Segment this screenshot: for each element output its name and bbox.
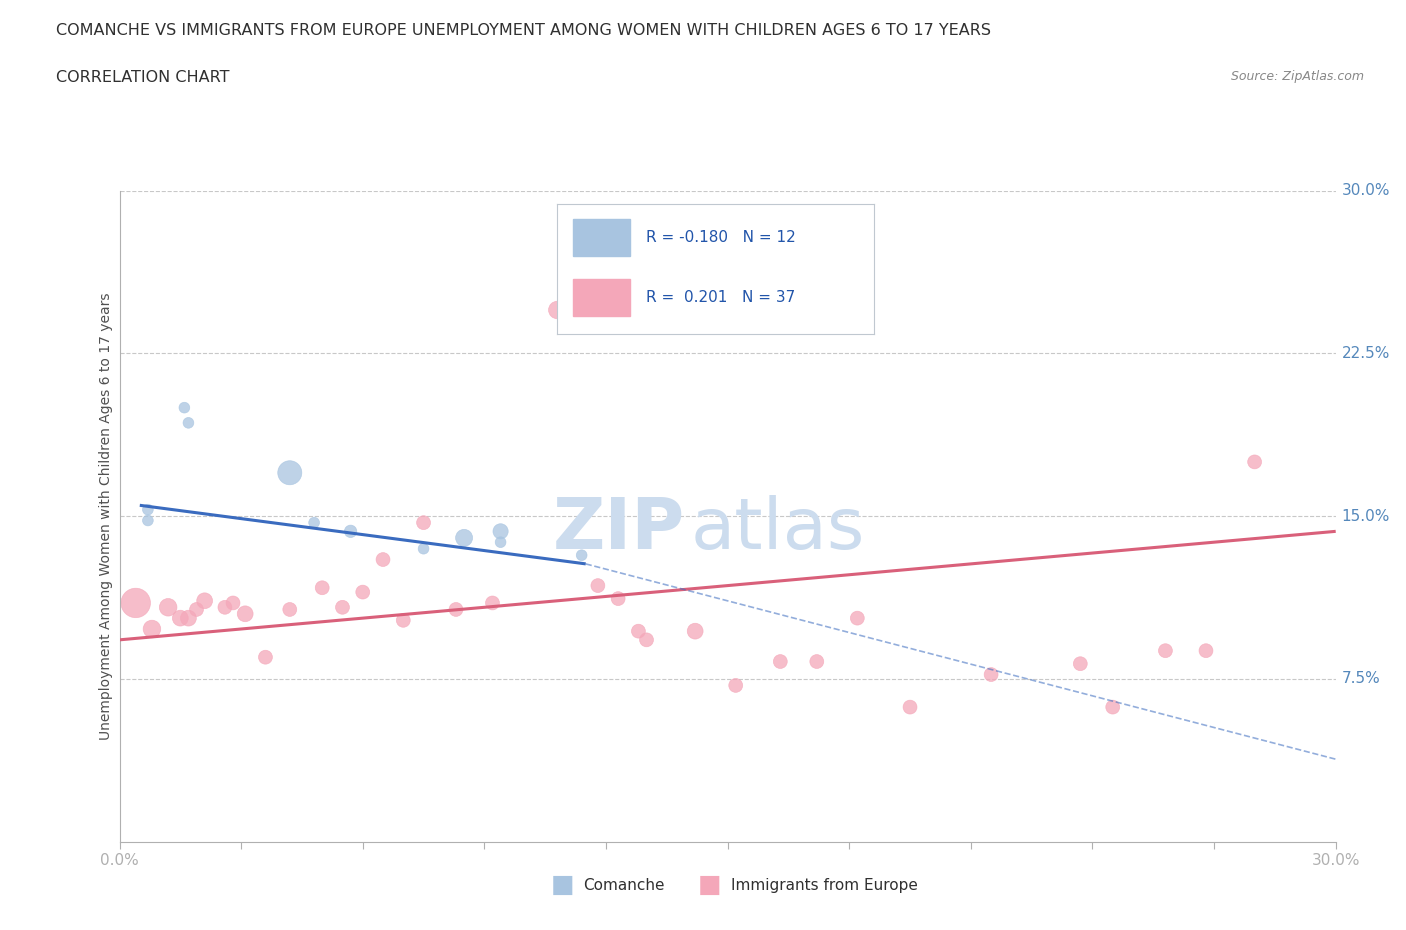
Point	[1101, 699, 1123, 714]
Text: ■: ■	[551, 873, 574, 897]
Point	[980, 667, 1002, 682]
Point	[141, 621, 163, 636]
Point	[846, 611, 869, 626]
Point	[278, 465, 301, 480]
Point	[169, 611, 191, 626]
Point	[352, 585, 374, 600]
Point	[222, 595, 245, 610]
Point	[769, 654, 792, 669]
Text: Source: ZipAtlas.com: Source: ZipAtlas.com	[1230, 70, 1364, 83]
Point	[136, 513, 159, 528]
Point	[392, 613, 415, 628]
Point	[278, 602, 301, 617]
Point	[125, 595, 148, 610]
Text: atlas: atlas	[692, 495, 866, 564]
Point	[481, 595, 503, 610]
Point	[371, 552, 394, 567]
Text: 30.0%: 30.0%	[1341, 183, 1391, 198]
Text: Comanche: Comanche	[583, 878, 665, 893]
Point	[332, 600, 354, 615]
Point	[683, 624, 706, 639]
Point	[636, 632, 658, 647]
Point	[1243, 455, 1265, 470]
Point	[136, 502, 159, 517]
Text: 22.5%: 22.5%	[1341, 346, 1391, 361]
Point	[194, 593, 217, 608]
Point	[254, 650, 277, 665]
Text: CORRELATION CHART: CORRELATION CHART	[56, 70, 229, 85]
Point	[607, 591, 630, 606]
Point	[898, 699, 921, 714]
Point	[1195, 644, 1218, 658]
Y-axis label: Unemployment Among Women with Children Ages 6 to 17 years: Unemployment Among Women with Children A…	[98, 292, 112, 740]
Text: 15.0%: 15.0%	[1341, 509, 1391, 524]
Point	[157, 600, 180, 615]
Text: COMANCHE VS IMMIGRANTS FROM EUROPE UNEMPLOYMENT AMONG WOMEN WITH CHILDREN AGES 6: COMANCHE VS IMMIGRANTS FROM EUROPE UNEMP…	[56, 23, 991, 38]
Point	[311, 580, 333, 595]
Point	[412, 515, 434, 530]
Point	[177, 416, 200, 431]
Point	[444, 602, 467, 617]
Point	[1154, 644, 1177, 658]
Point	[412, 541, 434, 556]
Point	[489, 535, 512, 550]
Point	[214, 600, 236, 615]
Point	[453, 530, 475, 545]
Text: 7.5%: 7.5%	[1341, 671, 1381, 686]
Point	[546, 302, 568, 317]
Point	[177, 611, 200, 626]
Point	[233, 606, 256, 621]
Point	[1069, 657, 1091, 671]
Text: ZIP: ZIP	[553, 495, 685, 564]
Point	[627, 624, 650, 639]
Point	[302, 515, 325, 530]
Point	[571, 548, 593, 563]
Point	[186, 602, 208, 617]
Text: ■: ■	[699, 873, 721, 897]
Text: Immigrants from Europe: Immigrants from Europe	[731, 878, 918, 893]
Point	[806, 654, 828, 669]
Point	[489, 524, 512, 538]
Point	[339, 524, 361, 538]
Point	[586, 578, 609, 593]
Point	[173, 400, 195, 415]
Point	[724, 678, 747, 693]
